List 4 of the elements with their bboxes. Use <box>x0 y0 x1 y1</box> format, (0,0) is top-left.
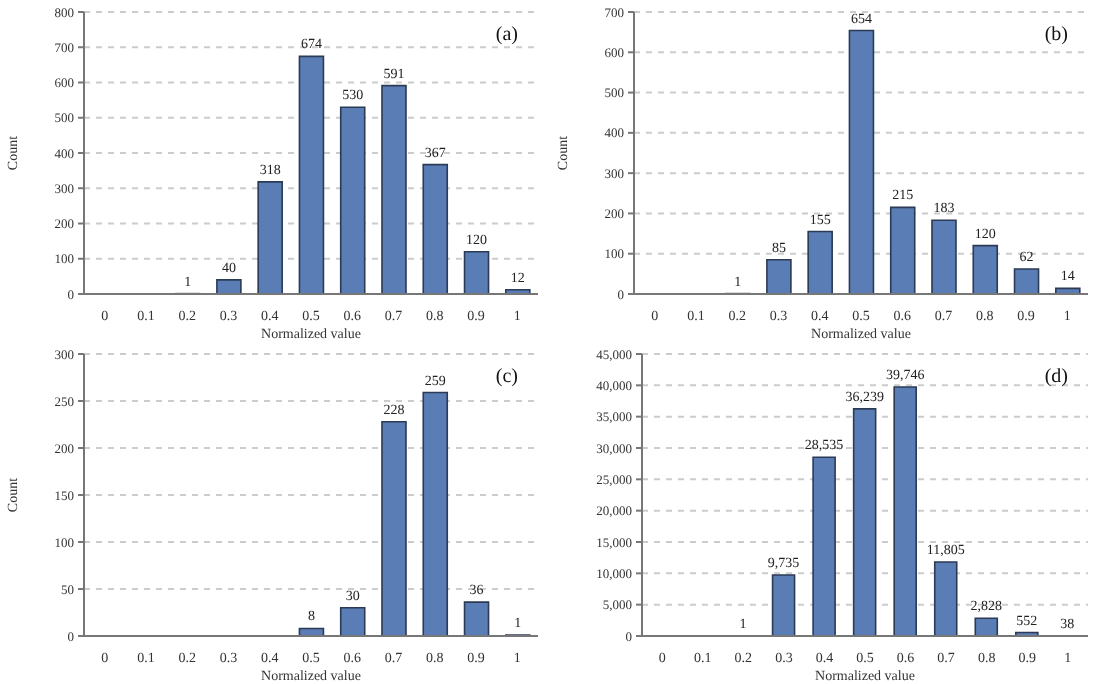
annotation: (c) <box>495 366 518 388</box>
annotation: (b) <box>1044 24 1068 46</box>
annotation: (a) <box>495 24 518 46</box>
annotation: (d) <box>1044 366 1068 388</box>
